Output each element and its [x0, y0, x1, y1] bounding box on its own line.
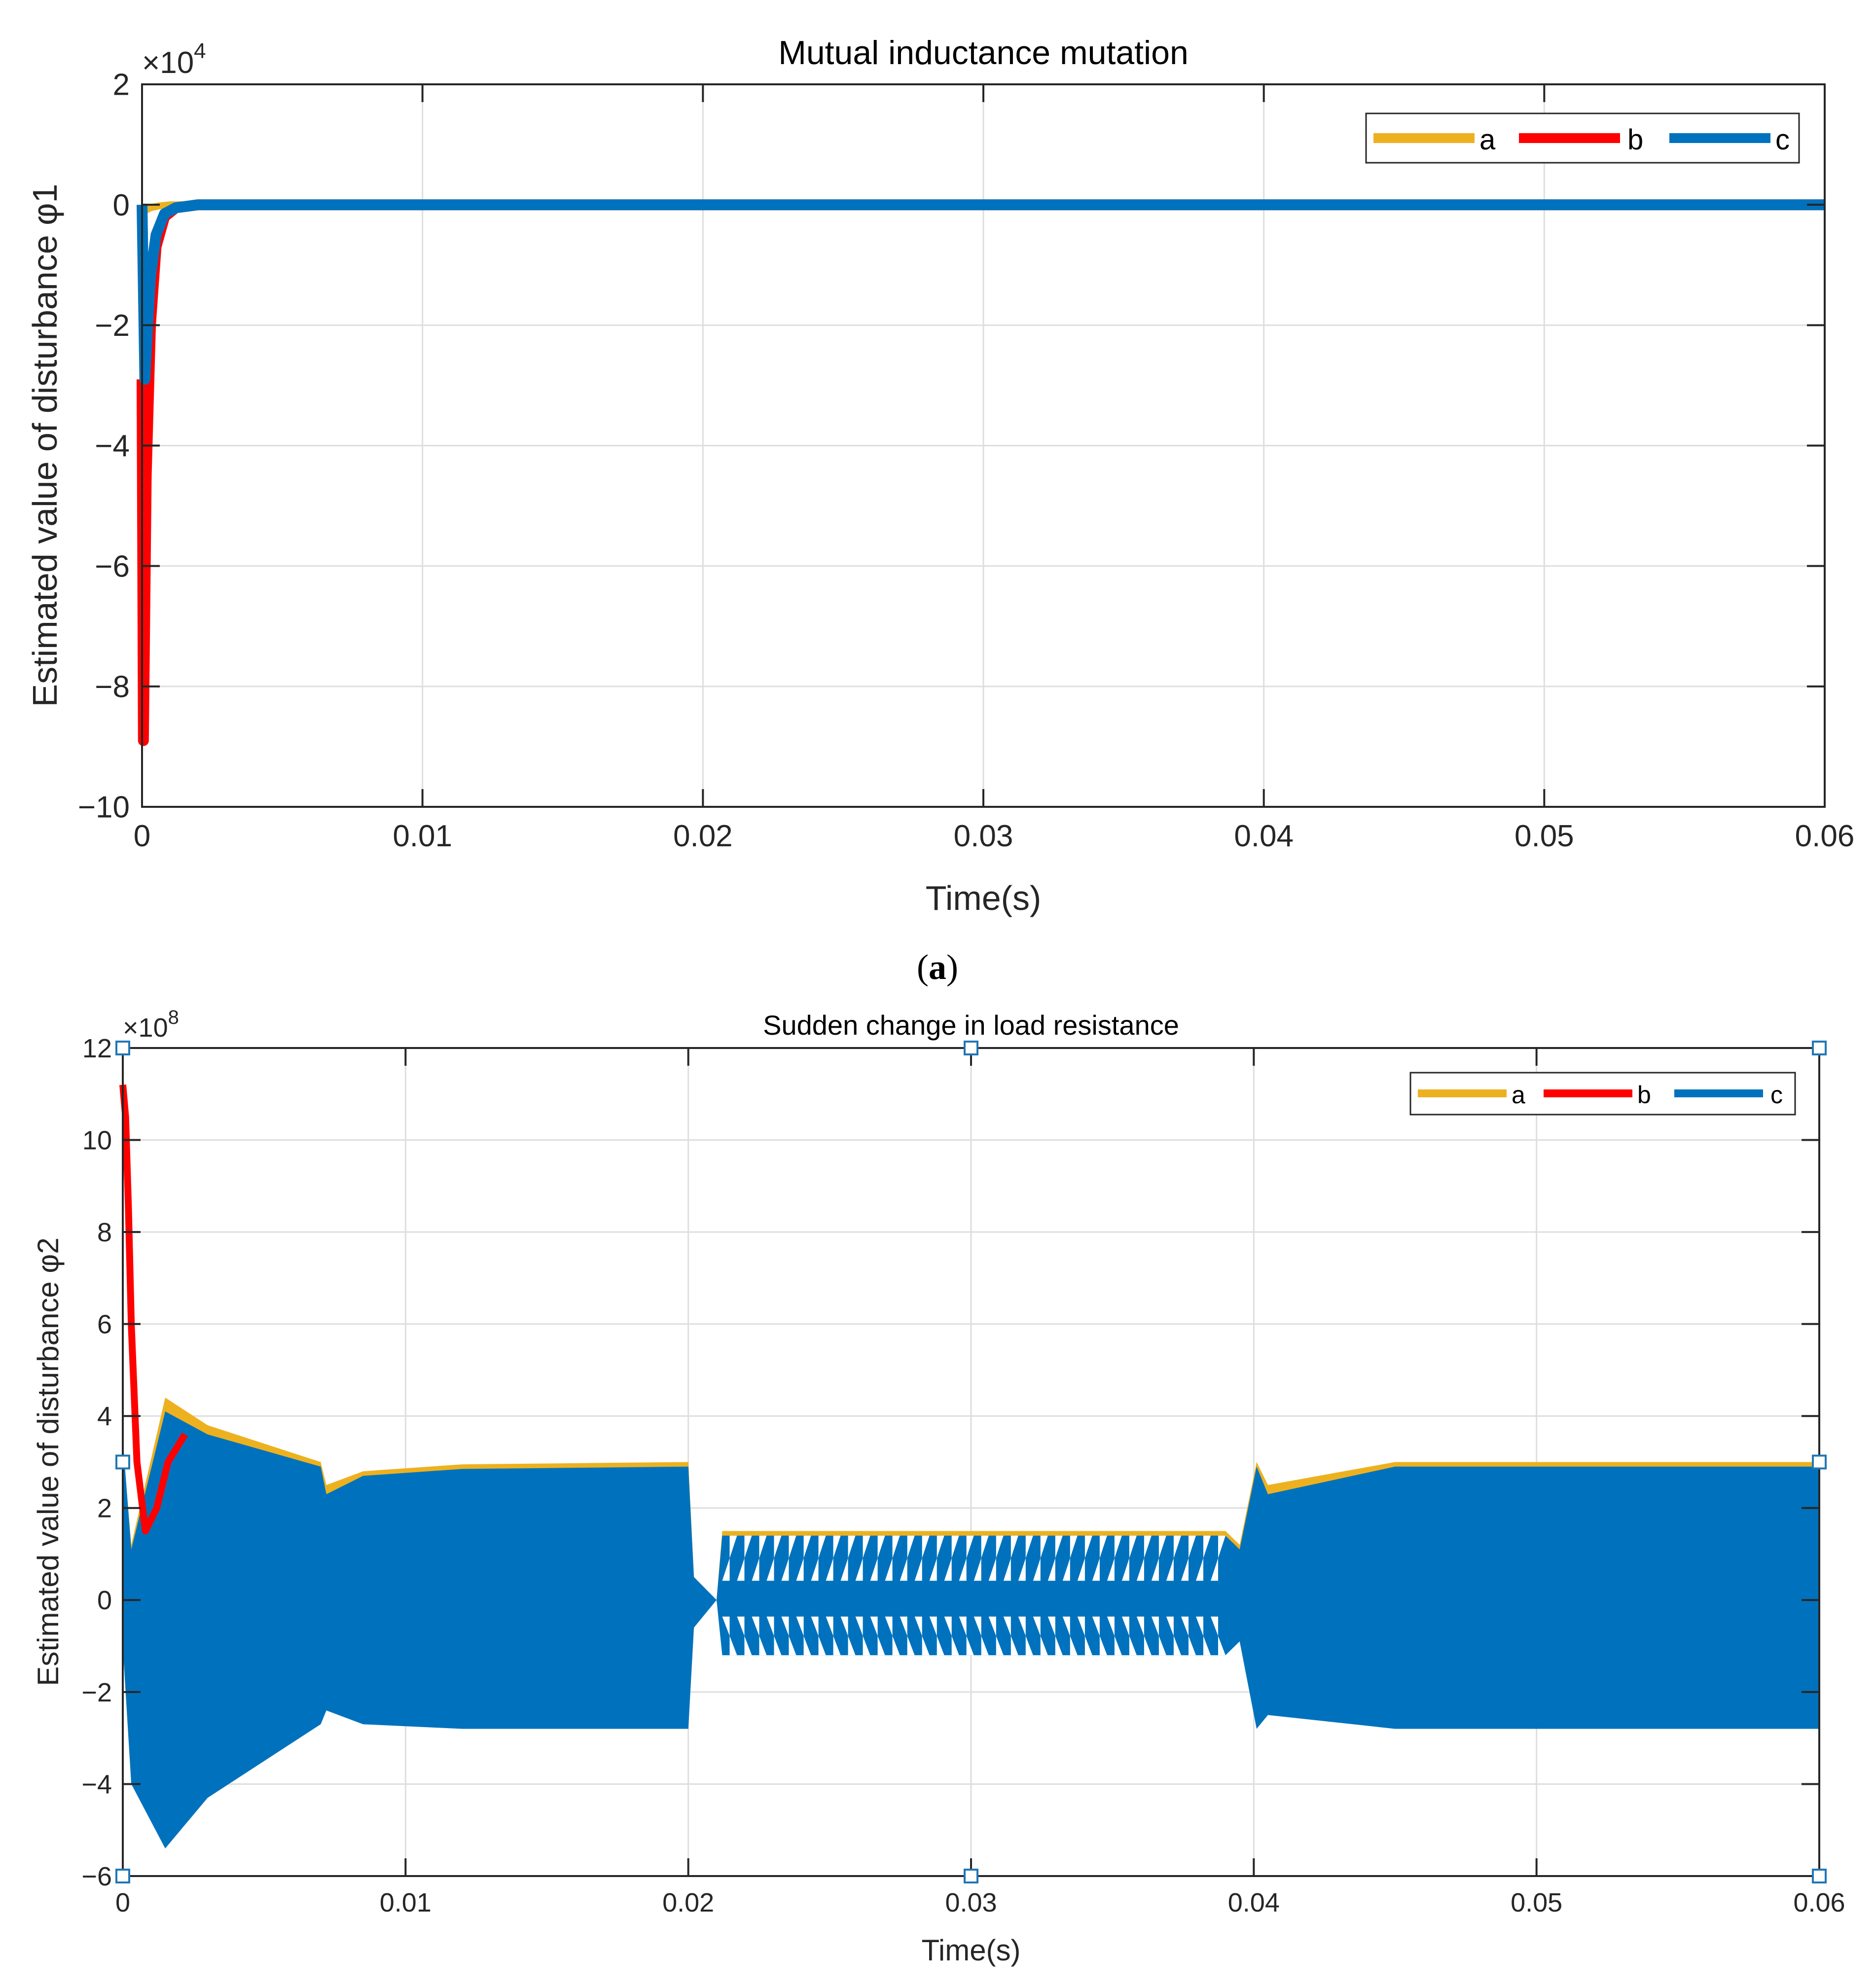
exponent-label-b: ×108 — [123, 1007, 179, 1043]
y-tick-label-b: 0 — [97, 1586, 112, 1615]
legend-label-a-a: a — [1479, 124, 1496, 156]
selection-handles-b — [115, 1041, 1827, 1883]
exponent-label-a: ×104 — [142, 39, 206, 80]
x-tick-label-b: 0.06 — [1793, 1888, 1845, 1917]
x-tick-label-a: 0.05 — [1514, 819, 1574, 853]
y-tick-label-b: −2 — [81, 1678, 112, 1707]
x-tick-label-b: 0.02 — [662, 1888, 714, 1917]
x-axis-label-b: Time(s) — [921, 1934, 1020, 1967]
legend-label-b-a: a — [1512, 1081, 1525, 1109]
legend-label-b-b: b — [1637, 1081, 1651, 1109]
x-tick-label-a: 0.06 — [1795, 819, 1855, 853]
y-tick-label-a: −4 — [95, 429, 130, 463]
y-tick-label-a: −10 — [78, 791, 130, 825]
series-group-a — [137, 199, 1825, 746]
exponent-base-b: ×10 — [123, 1013, 168, 1043]
y-tick-label-b: 12 — [82, 1034, 112, 1063]
x-tick-label-b: 0.03 — [945, 1888, 997, 1917]
selection-handle[interactable] — [115, 1869, 130, 1883]
chart-panel-a: 0 0.01 0.02 0.03 0.04 0.05 0.06 2 0 −2 −4 −6 −8 −10 M… — [26, 34, 1854, 987]
caption-letter: a — [929, 947, 946, 987]
y-tick-label-a: 0 — [113, 188, 130, 222]
caption-close: ) — [946, 947, 958, 987]
exponent-power-a: 4 — [194, 39, 206, 63]
y-tick-label-b: 8 — [97, 1218, 112, 1247]
y-tick-label-b: −4 — [81, 1770, 112, 1799]
x-tick-label-a: 0.04 — [1234, 819, 1294, 853]
y-tick-label-b: 2 — [97, 1494, 112, 1523]
y-tick-label-a: −8 — [95, 670, 130, 704]
exponent-power-b: 8 — [168, 1007, 179, 1028]
y-axis-label-b: Estimated value of disturbance φ2 — [32, 1237, 65, 1686]
legend-label-b-c: c — [1770, 1081, 1783, 1109]
x-tick-label-a: 0.01 — [393, 819, 452, 853]
series-line-a-c — [137, 199, 1825, 385]
y-axis-label-a: Estimated value of disturbance φ1 — [26, 184, 64, 707]
chart-panel-b: 0 0.01 0.02 0.03 0.04 0.05 0.06 12 10 8 6 4 2 0 −2 −4 −6… — [32, 1007, 1845, 1967]
x-tick-label-b: 0.04 — [1228, 1888, 1280, 1917]
y-tick-label-b: −6 — [81, 1862, 112, 1891]
legend-label-a-c: c — [1775, 124, 1790, 156]
legend-b: a b c — [1409, 1072, 1796, 1116]
x-axis-label-a: Time(s) — [926, 879, 1042, 917]
tick-labels-b: 0 0.01 0.02 0.03 0.04 0.05 0.06 12 10 8 6 4 2 0 −2 −4 −6 — [81, 1034, 1845, 1917]
caption-open: ( — [917, 947, 929, 987]
y-tick-label-a: 2 — [113, 68, 130, 102]
chart-title-a: Mutual inductance mutation — [778, 34, 1189, 72]
selection-handle[interactable] — [115, 1041, 130, 1055]
legend-a: a b c — [1365, 112, 1800, 164]
y-tick-label-b: 4 — [97, 1402, 112, 1431]
legend-label-a-b: b — [1627, 124, 1643, 156]
tick-labels-a: 0 0.01 0.02 0.03 0.04 0.05 0.06 2 0 −2 −4 −6 −8 −10 — [78, 68, 1855, 853]
selection-handle[interactable] — [1812, 1454, 1827, 1470]
chart-title-b: Sudden change in load resistance — [763, 1010, 1179, 1041]
exponent-base-a: ×10 — [142, 46, 194, 80]
selection-handle[interactable] — [964, 1869, 978, 1883]
x-tick-label-b: 0 — [115, 1888, 130, 1917]
ticks-a — [141, 83, 1826, 808]
y-tick-label-a: −6 — [95, 549, 130, 583]
caption-a: (a) — [917, 947, 958, 987]
y-tick-label-b: 6 — [97, 1310, 112, 1339]
x-tick-label-a: 0.02 — [673, 819, 733, 853]
x-tick-label-a: 0.03 — [954, 819, 1013, 853]
x-tick-label-b: 0.05 — [1511, 1888, 1562, 1917]
series-group-b — [119, 1084, 1819, 1848]
series-line-b-b — [119, 1084, 188, 1535]
x-tick-label-b: 0.01 — [380, 1888, 432, 1917]
x-tick-label-a: 0 — [134, 819, 150, 853]
selection-handle[interactable] — [115, 1454, 130, 1470]
series-ripple-gaps-b — [722, 1535, 1226, 1656]
y-tick-label-a: −2 — [95, 309, 130, 343]
series-band-b-c — [123, 1411, 1819, 1848]
selection-handle[interactable] — [964, 1041, 978, 1055]
selection-handle[interactable] — [1812, 1041, 1827, 1055]
selection-handle[interactable] — [1812, 1869, 1827, 1883]
y-tick-label-b: 10 — [82, 1125, 112, 1155]
